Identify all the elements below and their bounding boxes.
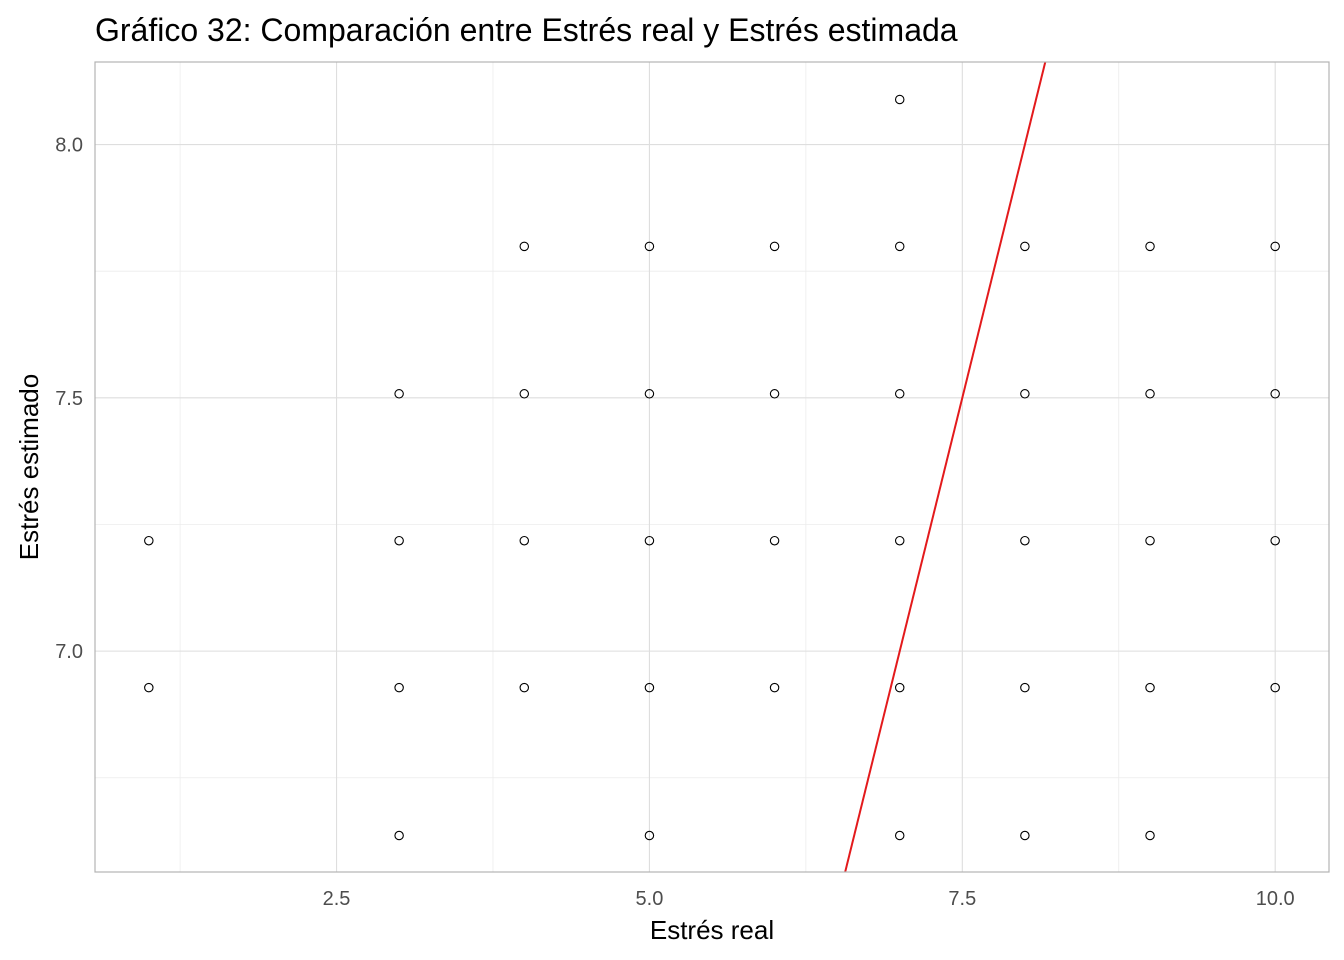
data-point <box>394 682 404 693</box>
data-point <box>519 535 530 546</box>
data-point <box>1145 682 1155 693</box>
data-point <box>519 241 530 252</box>
data-point <box>894 830 905 841</box>
data-point <box>394 830 404 841</box>
data-point <box>519 682 530 693</box>
data-point <box>1145 830 1155 841</box>
grid <box>95 62 1329 872</box>
data-point <box>1270 241 1280 252</box>
data-point <box>644 830 655 841</box>
x-axis-ticks: 2.5 5.0 7.5 10.0 <box>323 888 1295 910</box>
y-axis-ticks: 7.0 7.5 8.0 <box>55 135 83 664</box>
data-point <box>769 389 780 399</box>
data-point <box>1270 682 1280 693</box>
x-tick-label: 5.0 <box>636 888 664 910</box>
data-point <box>769 241 780 252</box>
data-point <box>644 389 655 399</box>
y-axis-title: Estrés estimado <box>14 374 44 560</box>
y-tick-label: 7.0 <box>55 641 83 663</box>
data-point <box>894 389 905 399</box>
data-point <box>1145 535 1155 546</box>
x-tick-label: 7.5 <box>948 888 976 910</box>
data-point <box>1020 830 1030 841</box>
data-point <box>769 682 780 693</box>
data-point <box>1145 389 1155 399</box>
data-point <box>394 389 404 399</box>
data-point <box>644 682 655 693</box>
data-point <box>894 94 905 105</box>
data-point <box>1270 535 1280 546</box>
data-point <box>1270 389 1280 399</box>
data-point <box>1020 682 1030 693</box>
data-point <box>1020 241 1030 252</box>
data-point <box>644 241 655 252</box>
data-point <box>519 389 530 399</box>
data-point <box>644 535 655 546</box>
data-point <box>1020 389 1030 399</box>
data-point <box>144 682 154 693</box>
x-tick-label: 10.0 <box>1256 888 1295 910</box>
data-point <box>394 535 404 546</box>
data-point <box>894 241 905 252</box>
data-point <box>769 535 780 546</box>
plot-panel-border <box>94 61 1330 873</box>
data-point <box>894 535 905 546</box>
points-layer <box>144 94 1280 841</box>
data-point <box>1020 535 1030 546</box>
x-tick-label: 2.5 <box>323 888 351 910</box>
y-tick-label: 7.5 <box>55 388 83 410</box>
y-tick-label: 8.0 <box>55 135 83 157</box>
x-axis-title: Estrés real <box>650 915 774 945</box>
reference-line-layer <box>844 61 1047 873</box>
reference-line <box>844 61 1047 873</box>
data-point <box>1145 241 1155 252</box>
chart-title: Gráfico 32: Comparación entre Estrés rea… <box>95 12 958 48</box>
data-point <box>894 682 905 693</box>
data-point <box>144 535 154 546</box>
